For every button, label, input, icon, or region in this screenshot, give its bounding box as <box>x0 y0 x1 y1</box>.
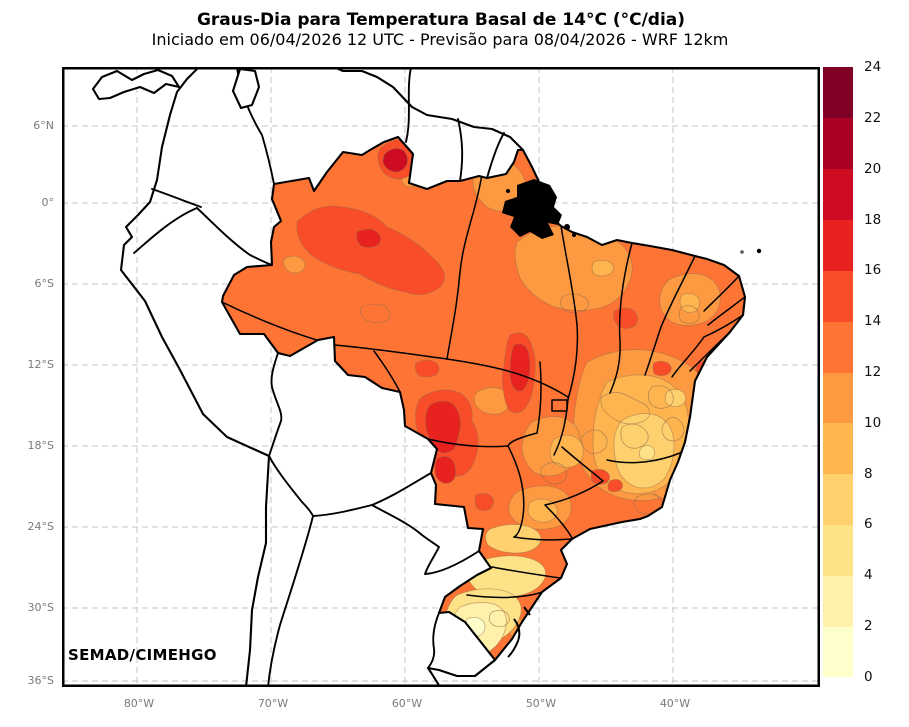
colorbar-segment <box>823 474 853 525</box>
watermark-label: SEMAD/CIMEHGO <box>68 646 217 664</box>
island-dot <box>740 250 744 254</box>
fill-patch-14-16 <box>652 361 672 377</box>
fill-patch-18-20 <box>382 148 408 173</box>
coastline <box>91 65 525 689</box>
fill-patch-10-12 <box>473 387 511 415</box>
lat-tick: 6°N <box>33 119 54 132</box>
colorbar-tick: 4 <box>864 567 873 583</box>
fill-patch-10-12 <box>283 255 306 274</box>
colorbar-tick: 10 <box>864 415 882 431</box>
colorbar-tick: 24 <box>864 59 882 75</box>
colorbar-segment <box>823 169 853 220</box>
coastal-lagoons <box>507 606 531 658</box>
fill-patch-8-10 <box>591 260 614 277</box>
colorbar-segment <box>823 576 853 627</box>
fill-patch-14-16 <box>607 479 623 493</box>
brazil-outline <box>220 135 747 662</box>
map-subtitle: Iniciado em 06/04/2026 12 UTC - Previsão… <box>151 30 729 49</box>
lon-tick: 50°W <box>525 697 557 710</box>
fill-patch-16-18 <box>434 456 457 484</box>
colorbar-segment <box>823 118 853 169</box>
colorbar-tick: 6 <box>864 516 873 532</box>
fill-patch-16-18 <box>356 228 381 248</box>
brazil-degree-day-map <box>62 65 820 689</box>
colorbar-segment <box>823 423 853 474</box>
colorbar-segment <box>823 373 853 423</box>
island-dot <box>756 248 762 254</box>
fill-patch-14-16 <box>474 493 494 511</box>
fill-patch-14-16 <box>590 469 610 485</box>
fill-patch-16-18 <box>425 400 461 454</box>
state-borders <box>222 173 745 599</box>
map-canvas <box>62 65 820 689</box>
lon-tick: 80°W <box>123 697 155 710</box>
colorbar-tick: 2 <box>864 618 873 634</box>
map-frame <box>62 67 820 687</box>
colorbar-segment <box>823 67 853 118</box>
colorbar-tick: 20 <box>864 161 882 177</box>
colorbar-segment <box>823 525 853 576</box>
lat-tick: 36°S <box>27 674 54 687</box>
colorbar-segment <box>823 322 853 373</box>
colorbar-tick: 16 <box>864 262 882 278</box>
fill-patch-14-16 <box>414 359 440 378</box>
fill-patch-8-10 <box>527 498 558 523</box>
amazon-mouth-water <box>502 179 576 239</box>
lat-tick: 0° <box>41 196 55 209</box>
fill-patch-6-8 <box>664 389 686 407</box>
fill-patch-0-2 <box>455 637 471 652</box>
colorbar-tick: 12 <box>864 364 882 380</box>
colorbar-segment <box>823 271 853 322</box>
colorbar-tick: 22 <box>864 110 882 126</box>
colorbar-tick: 18 <box>864 212 882 228</box>
lat-tick: 12°S <box>27 358 54 371</box>
lat-tick: 30°S <box>27 601 54 614</box>
colorbar-segment <box>823 627 853 677</box>
fill-patch-4-6 <box>638 445 656 461</box>
lon-tick: 60°W <box>391 697 423 710</box>
map-title: Graus-Dia para Temperatura Basal de 14°C… <box>196 10 686 30</box>
lon-tick: 40°W <box>659 697 691 710</box>
fill-patch-6-8 <box>485 524 542 554</box>
fill-patch-14-16 <box>296 205 445 295</box>
colorbar-tick: 8 <box>864 466 873 482</box>
lat-tick: 24°S <box>27 520 54 533</box>
fill-patch-16-18 <box>509 343 531 392</box>
lon-tick: 70°W <box>257 697 289 710</box>
lat-tick: 6°S <box>34 277 54 290</box>
colorbar-tick: 0 <box>864 669 873 685</box>
colorbar-segment <box>823 220 853 271</box>
lat-tick: 18°S <box>27 439 54 452</box>
colorbar-tick: 14 <box>864 313 882 329</box>
